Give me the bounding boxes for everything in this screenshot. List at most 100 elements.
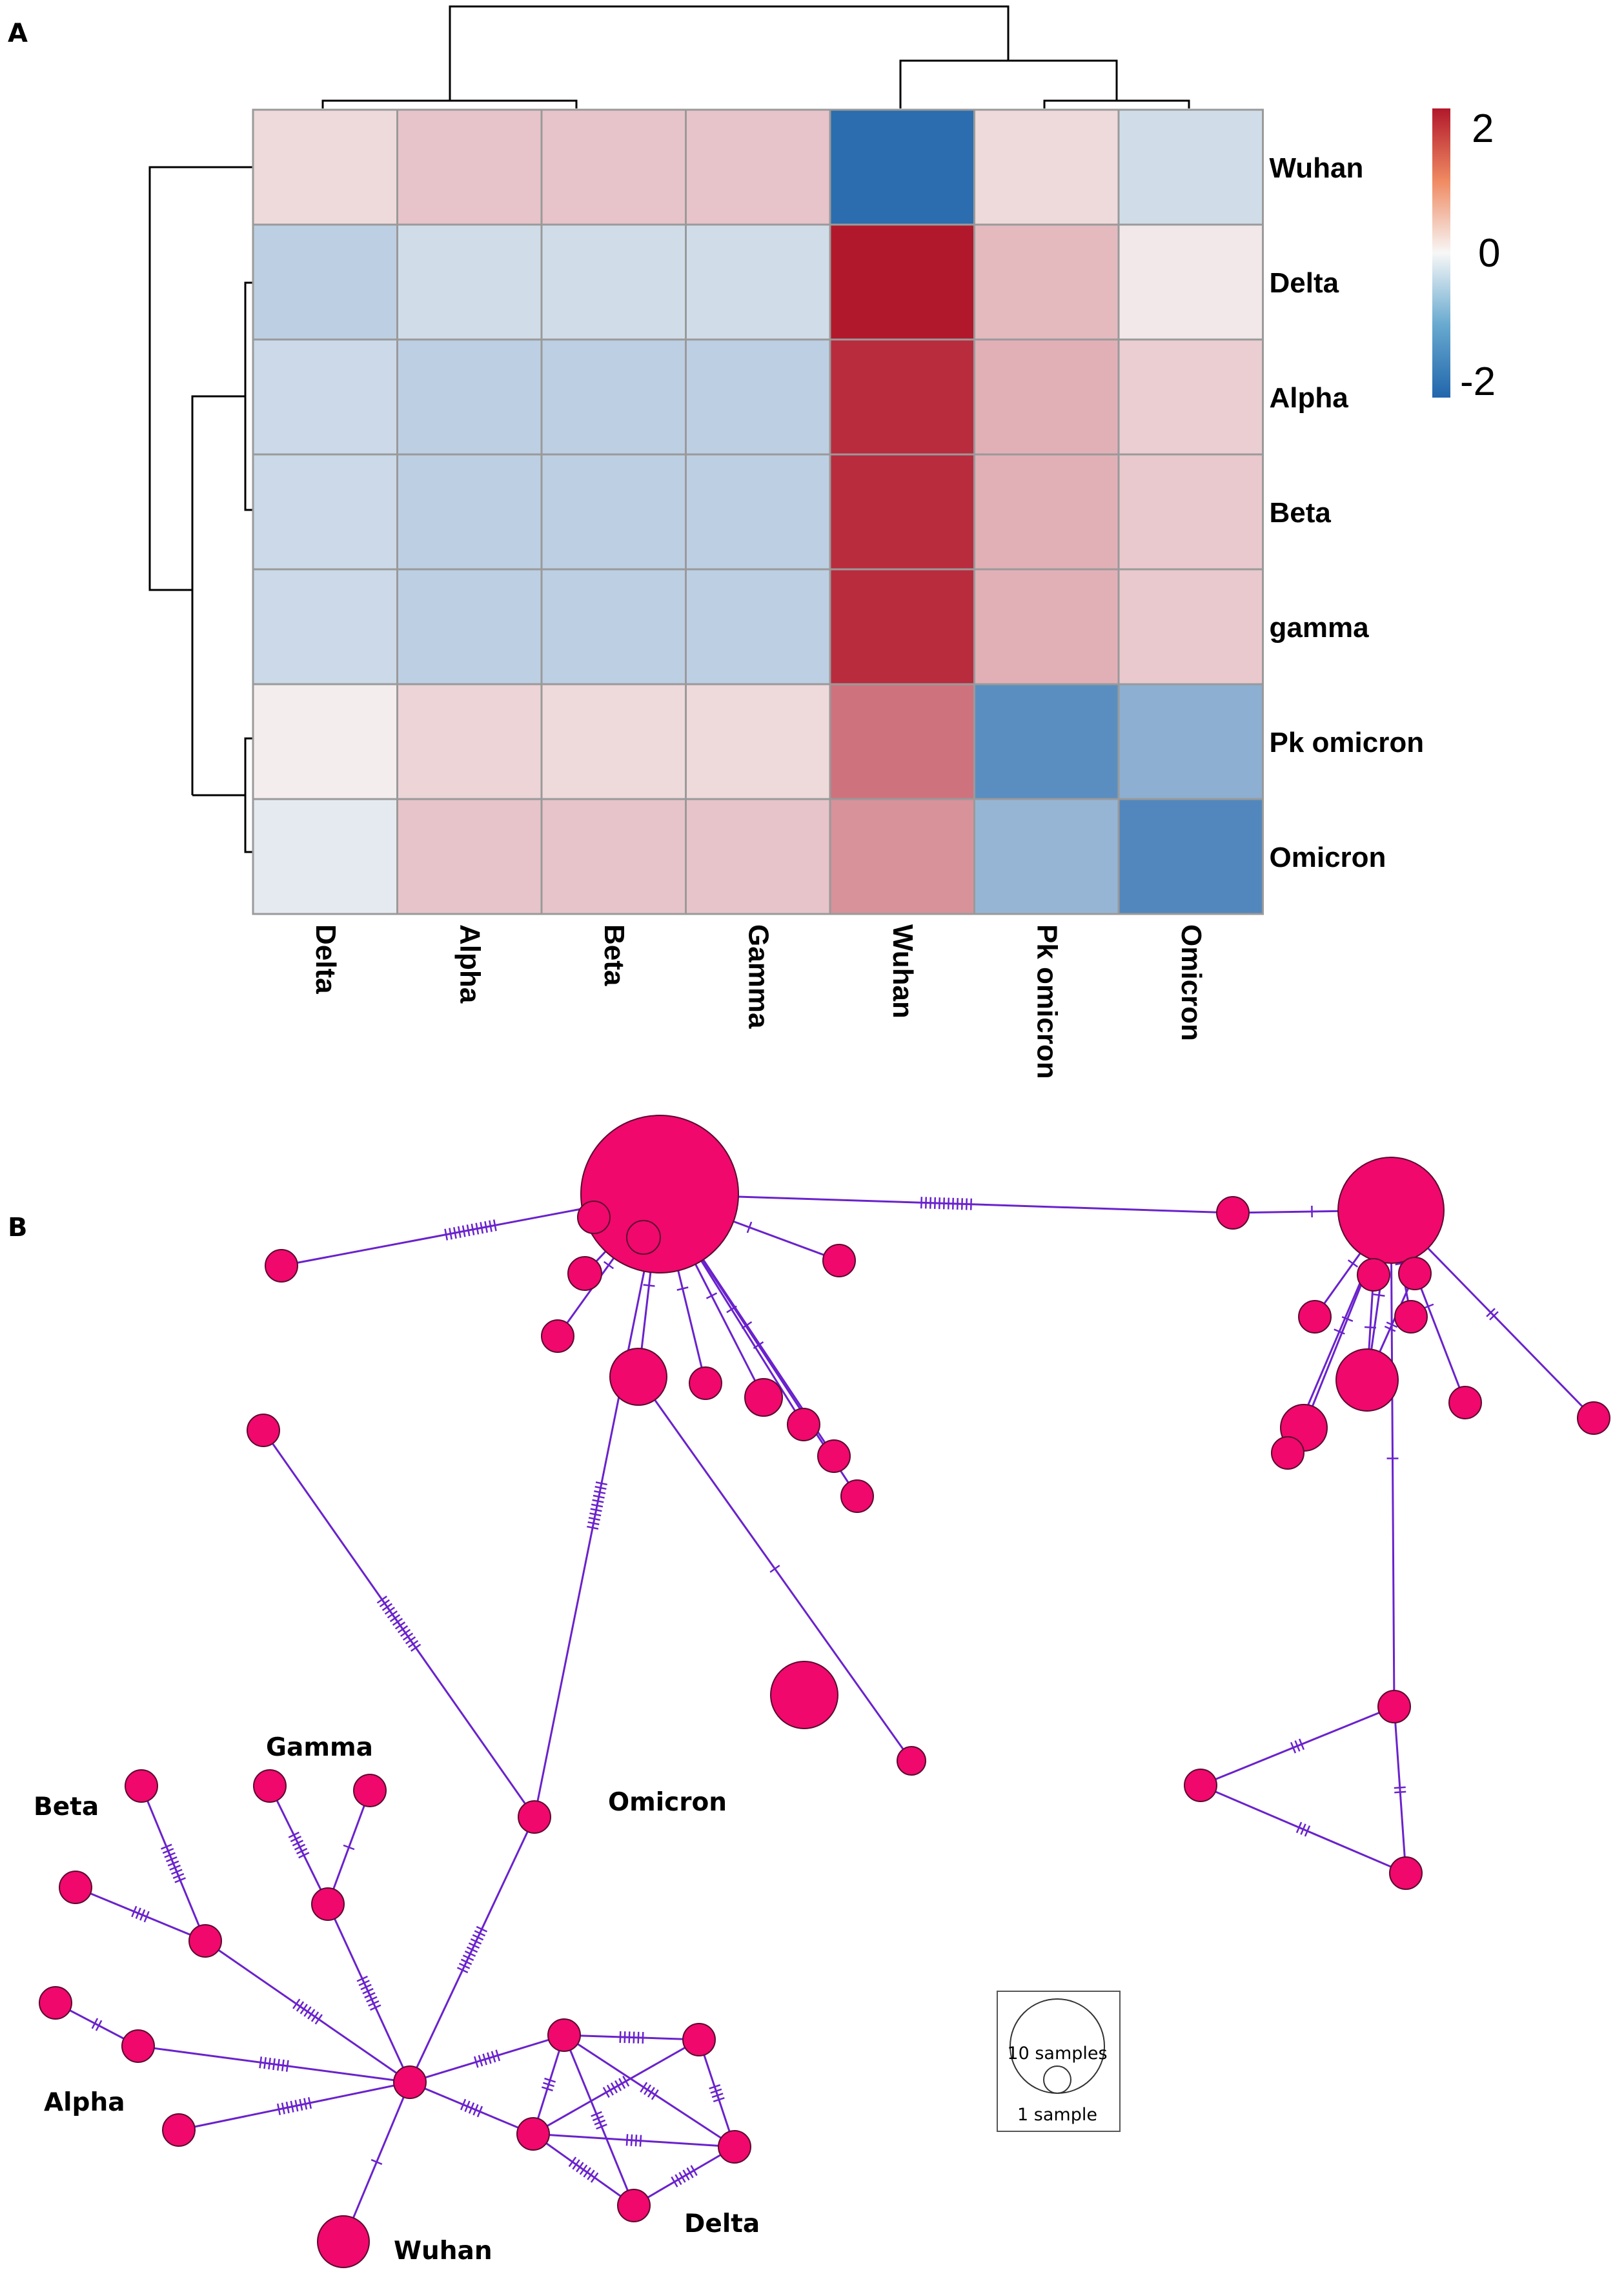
mutation-tick <box>596 2124 607 2130</box>
heatmap-cell-3-1 <box>396 453 543 571</box>
mutation-tick <box>299 2098 303 2111</box>
mutation-tick <box>478 2055 483 2067</box>
mutation-tick <box>91 2018 99 2029</box>
edge-D2-D4 <box>698 2039 736 2147</box>
mutation-tick <box>965 1198 968 1210</box>
edge-D3-D4 <box>533 2133 735 2148</box>
row-dendrogram <box>148 166 253 853</box>
mutation-tick <box>456 1967 469 1974</box>
mutation-tick <box>492 1219 497 1232</box>
sample-size-scale: 10 samples 1 sample <box>997 1991 1121 2132</box>
heatmap-cell-4-6 <box>1117 568 1264 685</box>
mutation-tick <box>642 2032 644 2044</box>
mutation-tick <box>449 1228 452 1240</box>
mutation-tick <box>643 1284 655 1287</box>
mutation-tick <box>541 2086 553 2092</box>
row-label: Wuhan <box>1270 152 1364 184</box>
mutation-tick <box>143 1911 150 1923</box>
haplotype-node-R8 <box>1271 1436 1304 1470</box>
heatmap-cell-6-0 <box>252 798 398 915</box>
mutation-tick <box>1334 1328 1345 1335</box>
mutation-tick <box>710 2088 722 2094</box>
haplotype-node-R6 <box>1394 1300 1428 1334</box>
mutation-tick <box>920 1197 923 1209</box>
haplotype-node-R9 <box>1577 1401 1610 1435</box>
heatmap-cell-2-1 <box>396 338 543 456</box>
haplotype-node-Oc8 <box>817 1439 851 1473</box>
mutation-tick <box>174 1877 186 1883</box>
mutation-tick <box>164 1852 176 1858</box>
network-nodes <box>39 1115 1610 2268</box>
haplotype-node-Oc3 <box>626 1220 661 1255</box>
heatmap-cell-1-4 <box>829 223 975 341</box>
mutation-tick <box>637 2031 640 2044</box>
heatmap-cell-3-2 <box>540 453 687 571</box>
haplotype-node-A <box>609 1348 667 1406</box>
mutation-tick <box>162 1847 174 1854</box>
haplotype-node-W <box>393 2065 427 2099</box>
mutation-tick <box>1384 1325 1396 1332</box>
mutation-tick <box>95 2020 103 2031</box>
heatmap-cell-1-1 <box>396 223 543 341</box>
mutation-tick <box>594 2119 606 2126</box>
heatmap-cell-1-0 <box>252 223 398 341</box>
mutation-tick <box>387 1610 398 1619</box>
haplotype-node-Oc11 <box>265 1249 298 1283</box>
mutation-tick <box>457 1226 462 1238</box>
mutation-tick <box>606 2084 614 2096</box>
mutation-tick <box>587 2169 595 2180</box>
row-label: gamma <box>1270 612 1370 644</box>
mutation-tick <box>296 1847 308 1855</box>
color-legend-bar <box>1432 108 1450 398</box>
mutation-tick <box>544 2077 556 2083</box>
label-omicron: Omicron <box>608 1788 727 1817</box>
mutation-tick <box>644 2084 652 2095</box>
haplotype-node-Oc10 <box>822 1244 856 1277</box>
mutation-tick <box>358 1980 370 1987</box>
heatmap-cell-2-2 <box>540 338 687 456</box>
heatmap-grid <box>252 108 1264 915</box>
heatmap-row-labels: Wuhan Delta Alpha Beta gamma Pk omicron Omicro… <box>1270 152 1425 873</box>
edge-D1-D4 <box>563 2034 735 2148</box>
row-label: Delta <box>1270 267 1339 299</box>
label-alpha: Alpha <box>44 2088 125 2117</box>
mutation-tick <box>741 1321 753 1330</box>
mutation-tick <box>298 1852 310 1859</box>
heatmap-cell-2-5 <box>973 338 1120 456</box>
mutation-tick <box>476 1925 488 1933</box>
mutation-tick <box>366 1996 378 2003</box>
mutation-tick <box>675 2174 682 2186</box>
mutation-tick <box>307 2009 316 2020</box>
haplotype-node-T3 <box>1389 1856 1423 1890</box>
mutation-tick <box>460 1958 472 1965</box>
legend-tick-low: -2 <box>1460 360 1496 404</box>
heatmap-cell-4-4 <box>829 568 975 685</box>
haplotype-node-WU <box>317 2215 370 2268</box>
mutation-tick <box>587 1525 599 1530</box>
mutation-tick <box>602 2087 610 2098</box>
mutation-tick <box>471 1223 475 1235</box>
label-wuhan: Wuhan <box>394 2237 492 2266</box>
mutation-tick <box>288 1831 299 1838</box>
haplotype-node-Oc7 <box>787 1408 820 1441</box>
mutation-tick <box>476 2105 483 2118</box>
heatmap-cell-6-6 <box>1117 798 1264 915</box>
mutation-tick <box>376 1596 387 1604</box>
mutation-tick <box>682 2169 690 2181</box>
heatmap-cell-0-6 <box>1117 108 1264 226</box>
heatmap-cell-3-3 <box>685 453 831 571</box>
mutation-tick <box>947 1197 950 1210</box>
mutation-tick <box>169 1864 181 1871</box>
haplotype-node-Oc2 <box>577 1201 611 1234</box>
heatmap-cell-5-1 <box>396 683 543 800</box>
mutation-tick <box>592 1499 604 1503</box>
scale-label-large: 10 samples <box>1007 2044 1107 2064</box>
mutation-tick <box>938 1197 941 1210</box>
mutation-tick <box>1347 1259 1359 1268</box>
mutation-tick <box>131 1905 137 1918</box>
mutation-tick <box>1300 1823 1306 1835</box>
haplotype-node-O <box>580 1115 739 1273</box>
mutation-tick <box>543 2082 554 2087</box>
mutation-tick <box>711 2093 724 2098</box>
heatmap-cell-4-3 <box>685 568 831 685</box>
